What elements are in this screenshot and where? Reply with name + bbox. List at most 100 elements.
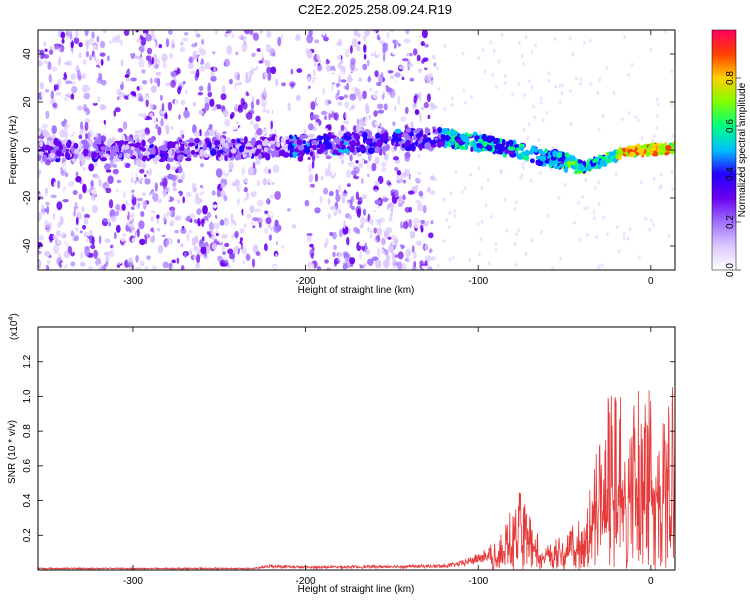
spectrogram-cell [393, 78, 399, 83]
spectrogram-cell [204, 62, 211, 70]
spectrogram-cell [272, 164, 280, 174]
spectrogram-cell [249, 43, 253, 51]
spectrogram-cell [477, 56, 481, 60]
spectrogram-ridge-cell [202, 146, 208, 151]
spectrogram-cell [38, 193, 41, 197]
spectrogram-cell [363, 183, 367, 191]
spectrogram-cell [63, 189, 69, 195]
spectrogram-cell [326, 267, 331, 270]
spectrogram-cell [370, 105, 374, 112]
spectrogram-cell [319, 211, 325, 218]
spectrogram-cell [537, 137, 540, 142]
spectrogram-cell [380, 127, 385, 133]
spectrogram-cell [351, 38, 359, 48]
spectrogram-cell [324, 168, 331, 178]
spectrogram-cell [232, 47, 237, 54]
spectrogram-cell [383, 259, 390, 269]
spectrogram-ridge-cell [501, 146, 506, 152]
spectrogram-cell [246, 156, 252, 163]
spectrogram-cell [56, 201, 63, 211]
spectrogram-y-tick-label: -40 [22, 238, 33, 253]
spectrogram-cell [105, 169, 112, 173]
spectrogram-cell [445, 217, 448, 222]
spectrogram-cell [357, 77, 363, 83]
spectrogram-cell [409, 231, 416, 239]
spectrogram-cell [497, 59, 501, 64]
spectrogram-ridge-cell [382, 145, 390, 150]
spectrogram-cell [219, 113, 225, 117]
spectrogram-cell [433, 62, 437, 67]
spectrogram-cell [78, 134, 83, 140]
snr-y-tick-label: 0.4 [22, 493, 33, 507]
spectrogram-cell [572, 220, 576, 225]
spectrogram-cell [348, 232, 355, 240]
spectrogram-cell [394, 166, 399, 172]
spectrogram-cell [275, 108, 281, 118]
spectrogram-cell [64, 172, 69, 177]
spectrogram-cell [57, 236, 61, 245]
spectrogram-cell [306, 85, 310, 91]
spectrogram-cell [77, 207, 81, 213]
spectrogram-cell [559, 256, 563, 261]
spectrogram-cell [41, 165, 45, 169]
spectrogram-cell [91, 31, 95, 39]
spectrogram-cell [130, 178, 134, 183]
snr-y-ticks: 0.20.40.60.81.01.2 [22, 354, 675, 542]
spectrogram-cell [340, 192, 347, 199]
spectrogram-cell [400, 172, 406, 177]
spectrogram-ridge-cell [73, 148, 80, 155]
spectrogram-ridge-cell [514, 144, 520, 148]
spectrogram-ridge-cell [618, 146, 622, 154]
spectrogram-cell [362, 63, 368, 71]
spectrogram-cell [180, 99, 186, 106]
spectrogram-cell [159, 94, 163, 101]
spectrogram-cell [121, 50, 129, 57]
spectrogram-cell [402, 58, 409, 62]
spectrogram-cell [165, 76, 173, 80]
spectrogram-cell [616, 225, 619, 230]
spectrogram-cell [56, 257, 63, 266]
spectrogram-ridge-cell [293, 138, 298, 145]
spectrogram-cell [462, 88, 466, 93]
spectrogram-cell [397, 95, 401, 105]
spectrogram-ridge-cell [284, 135, 289, 140]
spectrogram-cell [229, 62, 236, 72]
spectrogram-cell [298, 214, 306, 220]
spectrogram-cell [409, 88, 415, 98]
spectrogram-ridge-cell [450, 141, 455, 145]
spectrogram-cell [336, 82, 340, 88]
spectrogram-cell [316, 164, 323, 173]
spectrogram-cell [316, 105, 319, 109]
spectrogram-cell [156, 140, 160, 148]
spectrogram-cell [382, 53, 386, 62]
spectrogram-cell [383, 230, 390, 239]
spectrogram-cell [671, 187, 674, 192]
snr-y-label: SNR (10 * v/v) [7, 420, 18, 484]
spectrogram-cell [73, 206, 77, 217]
spectrogram-cell [463, 186, 467, 191]
spectrogram-cell [352, 80, 358, 88]
spectrogram-cell [358, 41, 361, 45]
spectrogram-cell [346, 191, 352, 201]
spectrogram-ridge-cell [437, 140, 442, 148]
spectrogram-cell [478, 252, 481, 257]
spectrogram-cell [363, 160, 368, 164]
spectrogram-cell [620, 117, 624, 122]
spectrogram-cell [221, 200, 224, 209]
spectrogram-cell [443, 239, 446, 244]
spectrogram-ridge-cell [169, 143, 176, 148]
spectrogram-cell [453, 209, 457, 214]
spectrogram-cell [273, 156, 277, 162]
spectrogram-cell [333, 37, 339, 44]
spectrogram-ridge-cell [529, 158, 535, 164]
spectrogram-cell [248, 70, 254, 76]
spectrogram-cell [395, 237, 398, 247]
spectrogram-cell [308, 133, 315, 138]
spectrogram-ridge-cell [578, 164, 585, 171]
spectrogram-cell [333, 260, 338, 267]
spectrogram-cell [351, 205, 355, 211]
spectrogram-cell [432, 126, 436, 130]
spectrogram-cell [160, 117, 164, 127]
spectrogram-cell [526, 136, 530, 141]
spectrogram-cell [107, 264, 114, 270]
